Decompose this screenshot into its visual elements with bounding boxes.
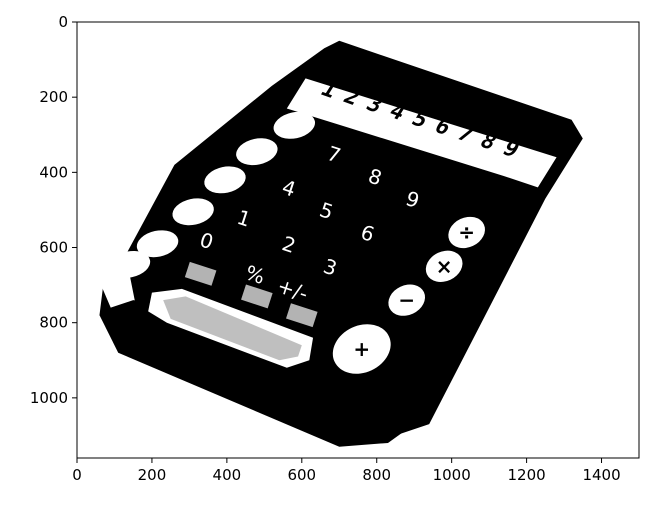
side-button [273, 111, 316, 139]
y-tick-label: 800 [39, 314, 68, 332]
side-button [136, 230, 179, 258]
y-tick-label: 1000 [30, 389, 68, 407]
side-button [172, 198, 214, 226]
calculator-bar [148, 288, 314, 368]
speckled-key [184, 261, 217, 286]
operator-key [448, 216, 485, 249]
operator-key [332, 324, 391, 374]
side-button [204, 166, 246, 194]
y-tick-label: 0 [58, 13, 68, 31]
operator-key [388, 284, 426, 316]
y-axis: 0 200 400 600 800 1000 [30, 13, 77, 407]
x-tick-label: 600 [287, 466, 316, 484]
operator-label: ÷ [458, 220, 475, 244]
x-tick-label: 0 [72, 466, 82, 484]
x-tick-label: 400 [213, 466, 242, 484]
speckled-key [241, 284, 273, 309]
x-tick-label: 1400 [582, 466, 620, 484]
side-button [236, 138, 278, 166]
axes-frame [76, 21, 640, 459]
operator-label: + [353, 337, 370, 361]
y-tick-label: 600 [39, 239, 68, 257]
x-tick-label: 1000 [433, 466, 471, 484]
x-tick-label: 800 [362, 466, 391, 484]
side-button [108, 250, 151, 278]
x-axis: 0 200 400 600 800 1000 1200 1400 [72, 458, 621, 484]
y-tick-label: 200 [39, 88, 68, 106]
x-tick-label: 1200 [508, 466, 546, 484]
operator-label: − [398, 288, 415, 312]
x-tick-label: 200 [138, 466, 167, 484]
calculator-display [286, 78, 557, 188]
operator-key [425, 250, 463, 282]
y-tick-label: 400 [39, 163, 68, 181]
speckled-key [286, 303, 318, 328]
operator-label: × [436, 254, 453, 278]
